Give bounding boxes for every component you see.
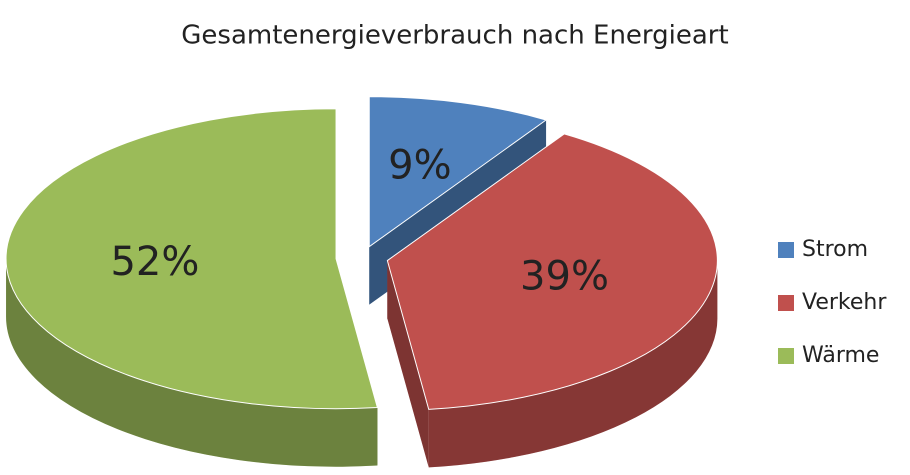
slice-top	[386, 133, 718, 410]
slice-top	[5, 108, 379, 410]
slice-wall	[6, 258, 378, 467]
data-label: 52%	[110, 239, 199, 285]
slice	[5, 108, 379, 467]
legend-swatch	[778, 295, 794, 311]
legend-swatch	[778, 348, 794, 364]
slice	[386, 133, 718, 468]
slice-top	[368, 96, 548, 248]
legend-swatch	[778, 242, 794, 258]
slice-side	[387, 260, 429, 468]
slice-wall-shade	[428, 260, 718, 468]
legend-label: Strom	[802, 237, 868, 262]
chart-title: Gesamtenergieverbrauch nach Energieart	[181, 21, 728, 51]
legend-label: Verkehr	[802, 290, 887, 315]
slice-side-shade	[387, 260, 429, 468]
legend-label: Wärme	[802, 343, 879, 368]
slice-wall	[428, 260, 718, 468]
data-label: 9%	[388, 142, 451, 188]
slice-wall-shade	[6, 258, 378, 467]
data-label: 39%	[520, 254, 609, 300]
